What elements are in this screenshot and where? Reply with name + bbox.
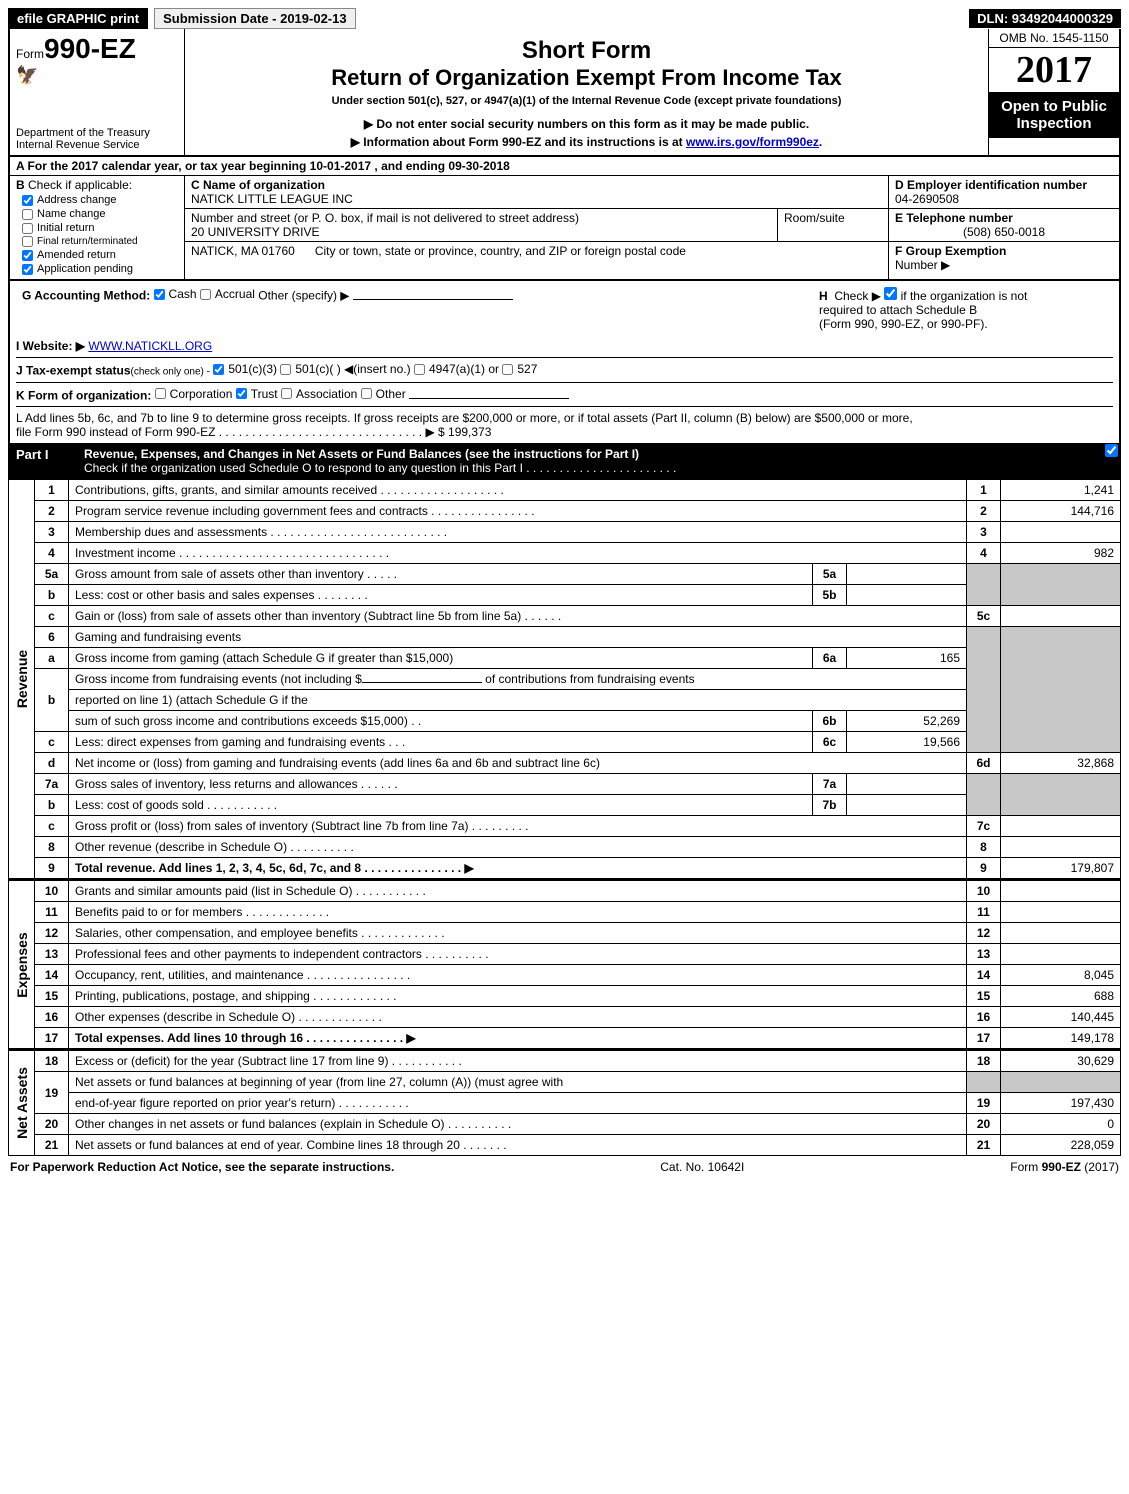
cb-initial-return[interactable]: Initial return — [22, 222, 172, 234]
cb-501c3[interactable]: 501(c)(3) — [213, 362, 277, 376]
cb-address-change[interactable]: Address change — [22, 194, 172, 206]
j-label: J Tax-exempt status — [16, 364, 131, 378]
e-label: E Telephone number — [895, 211, 1013, 225]
c-label: C Name of organization — [191, 178, 325, 192]
h-label: H — [819, 289, 828, 303]
k-label: K Form of organization: — [16, 388, 151, 402]
ein-value: 04-2690508 — [895, 192, 1113, 206]
cb-application-pending[interactable]: Application pending — [22, 263, 172, 275]
efile-print-button[interactable]: efile GRAPHIC print — [8, 8, 148, 29]
i-label: I Website: ▶ — [16, 339, 85, 353]
cb-association[interactable]: Association — [281, 387, 357, 401]
line-a: A For the 2017 calendar year, or tax yea… — [10, 157, 1119, 175]
check-if-applicable: Check if applicable: — [28, 178, 132, 192]
other-specify: Other (specify) ▶ — [258, 289, 349, 303]
cb-trust[interactable]: Trust — [236, 387, 278, 401]
revenue-table: 1Contributions, gifts, grants, and simil… — [34, 479, 1121, 879]
ssn-warning: ▶ Do not enter social security numbers o… — [191, 115, 982, 133]
city-value: NATICK, MA 01760 — [191, 244, 295, 258]
b-label: B — [16, 178, 25, 192]
revenue-side-label: Revenue — [8, 479, 34, 879]
form-footer-label: Form 990-EZ (2017) — [1010, 1160, 1119, 1174]
street-label: Number and street (or P. O. box, if mail… — [191, 211, 771, 225]
form-header: Form990-EZ 🦅 Department of the Treasury … — [8, 29, 1121, 157]
cb-name-change[interactable]: Name change — [22, 208, 172, 220]
cb-4947[interactable]: 4947(a)(1) or — [414, 362, 499, 376]
org-name: NATICK LITTLE LEAGUE INC — [191, 192, 882, 206]
entity-info-block: A For the 2017 calendar year, or tax yea… — [8, 157, 1121, 281]
part-1-title: Revenue, Expenses, and Changes in Net As… — [78, 444, 1101, 478]
d-label: D Employer identification number — [895, 178, 1087, 192]
cb-cash[interactable]: Cash — [154, 287, 197, 301]
expenses-section: Expenses 10Grants and similar amounts pa… — [8, 879, 1121, 1049]
part-1-header: Part I Revenue, Expenses, and Changes in… — [8, 444, 1121, 478]
cb-corporation[interactable]: Corporation — [155, 387, 233, 401]
city-label: City or town, state or province, country… — [315, 244, 686, 258]
expenses-side-label: Expenses — [8, 880, 34, 1049]
cb-other-org[interactable]: Other — [361, 387, 406, 401]
net-assets-section: Net Assets 18Excess or (deficit) for the… — [8, 1049, 1121, 1156]
phone-value: (508) 650-0018 — [895, 225, 1113, 239]
accounting-website-block: G Accounting Method: Cash Accrual Other … — [8, 281, 1121, 444]
website-link[interactable]: WWW.NATICKLL.ORG — [88, 339, 212, 353]
net-assets-table: 18Excess or (deficit) for the year (Subt… — [34, 1050, 1121, 1156]
f-number-label: Number ▶ — [895, 258, 1113, 272]
room-suite-label: Room/suite — [784, 211, 882, 225]
page-footer: For Paperwork Reduction Act Notice, see … — [8, 1156, 1121, 1178]
part-1-checkbox[interactable] — [1101, 444, 1121, 478]
return-title: Return of Organization Exempt From Incom… — [191, 65, 982, 91]
expenses-table: 10Grants and similar amounts paid (list … — [34, 880, 1121, 1049]
part-1-label: Part I — [8, 444, 78, 478]
paperwork-notice: For Paperwork Reduction Act Notice, see … — [10, 1160, 394, 1174]
cb-527[interactable]: 527 — [502, 362, 537, 376]
cb-h-check[interactable] — [884, 287, 897, 300]
cb-501c[interactable]: 501(c)( ) ◀(insert no.) — [280, 362, 410, 376]
irs-eagle-icon: 🦅 — [16, 65, 178, 86]
cb-final-return[interactable]: Final return/terminated — [22, 236, 172, 247]
net-assets-side-label: Net Assets — [8, 1050, 34, 1156]
form-number: Form990-EZ — [16, 33, 178, 65]
street-address: 20 UNIVERSITY DRIVE — [191, 225, 771, 239]
catalog-number: Cat. No. 10642I — [660, 1160, 744, 1174]
short-form-title: Short Form — [191, 33, 982, 65]
submission-date-label: Submission Date - 2019-02-13 — [154, 8, 356, 29]
dln-label: DLN: 93492044000329 — [969, 9, 1121, 28]
g-label: G Accounting Method: — [22, 289, 150, 303]
top-bar: efile GRAPHIC print Submission Date - 20… — [8, 8, 1121, 29]
open-to-public-box: Open to Public Inspection — [989, 92, 1119, 138]
l-line2: file Form 990 instead of Form 990-EZ . .… — [16, 425, 1113, 439]
tax-year: 2017 — [989, 48, 1119, 92]
omb-number: OMB No. 1545-1150 — [989, 29, 1119, 48]
revenue-section: Revenue 1Contributions, gifts, grants, a… — [8, 478, 1121, 879]
department-label: Department of the Treasury Internal Reve… — [16, 127, 178, 151]
under-section-text: Under section 501(c), 527, or 4947(a)(1)… — [191, 91, 982, 115]
cb-amended-return[interactable]: Amended return — [22, 249, 172, 261]
irs-link[interactable]: www.irs.gov/form990ez — [686, 135, 819, 149]
cb-accrual[interactable]: Accrual — [200, 287, 255, 301]
l-line1: L Add lines 5b, 6c, and 7b to line 9 to … — [16, 411, 1113, 425]
f-label: F Group Exemption — [895, 244, 1006, 258]
info-link-line: ▶ Information about Form 990-EZ and its … — [191, 133, 982, 151]
